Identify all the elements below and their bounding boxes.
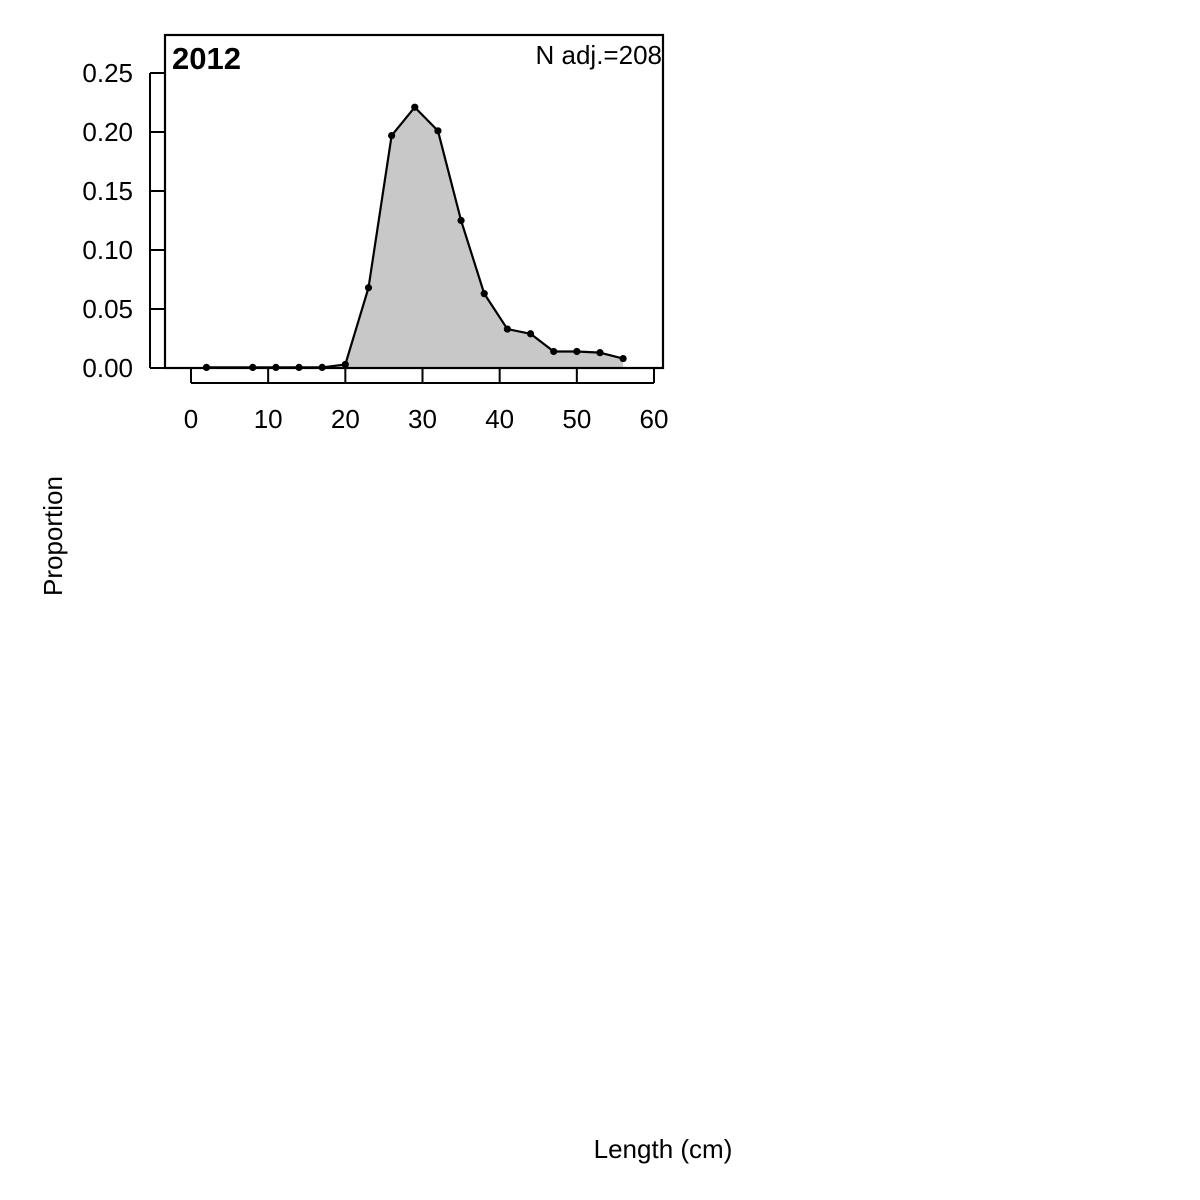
- data-point-44: [526, 330, 535, 338]
- x-tick-label-20: 20: [331, 404, 360, 434]
- data-point-23: [364, 284, 373, 292]
- data-point-41: [503, 325, 511, 333]
- x-axis-title: Length (cm): [594, 1134, 733, 1164]
- data-point-47: [550, 347, 558, 356]
- axes: 0 10 20 30 40 50 60 0.00 0.05 0.10 0.15 0.20 0.25: [82, 33, 669, 434]
- x-tick-label-50: 50: [562, 404, 591, 434]
- x-tick-label-10: 10: [254, 404, 283, 434]
- panel-title: 2012: [172, 41, 241, 76]
- data-point-56: [619, 354, 627, 363]
- y-tick-label-0.05: 0.05: [82, 294, 133, 324]
- x-tick-label-60: 60: [640, 404, 669, 434]
- y-tick-label-0.25: 0.25: [82, 58, 133, 88]
- x-tick-label-30: 30: [408, 404, 437, 434]
- y-tick-label-0.00: 0.00: [82, 353, 133, 383]
- data-point-50: [573, 347, 581, 356]
- y-tick-label-0.20: 0.20: [82, 117, 133, 147]
- data-point-26: [388, 131, 396, 140]
- plot-area: [202, 103, 627, 372]
- data-point-20: [341, 360, 349, 369]
- data-point-53: [596, 349, 604, 357]
- sample-size-annotation: N adj.=208: [536, 40, 662, 70]
- data-point-32: [434, 127, 442, 135]
- data-point-38: [480, 290, 488, 298]
- y-tick-label-0.15: 0.15: [82, 176, 133, 206]
- area-fill: [206, 107, 624, 368]
- y-axis-title: Proportion: [38, 476, 68, 596]
- y-tick-label-0.10: 0.10: [82, 235, 133, 265]
- plot-frame: [163, 33, 665, 370]
- data-point-29: [411, 103, 419, 111]
- x-tick-label-0: 0: [184, 404, 198, 434]
- x-tick-label-40: 40: [485, 404, 514, 434]
- data-point-35: [457, 216, 465, 225]
